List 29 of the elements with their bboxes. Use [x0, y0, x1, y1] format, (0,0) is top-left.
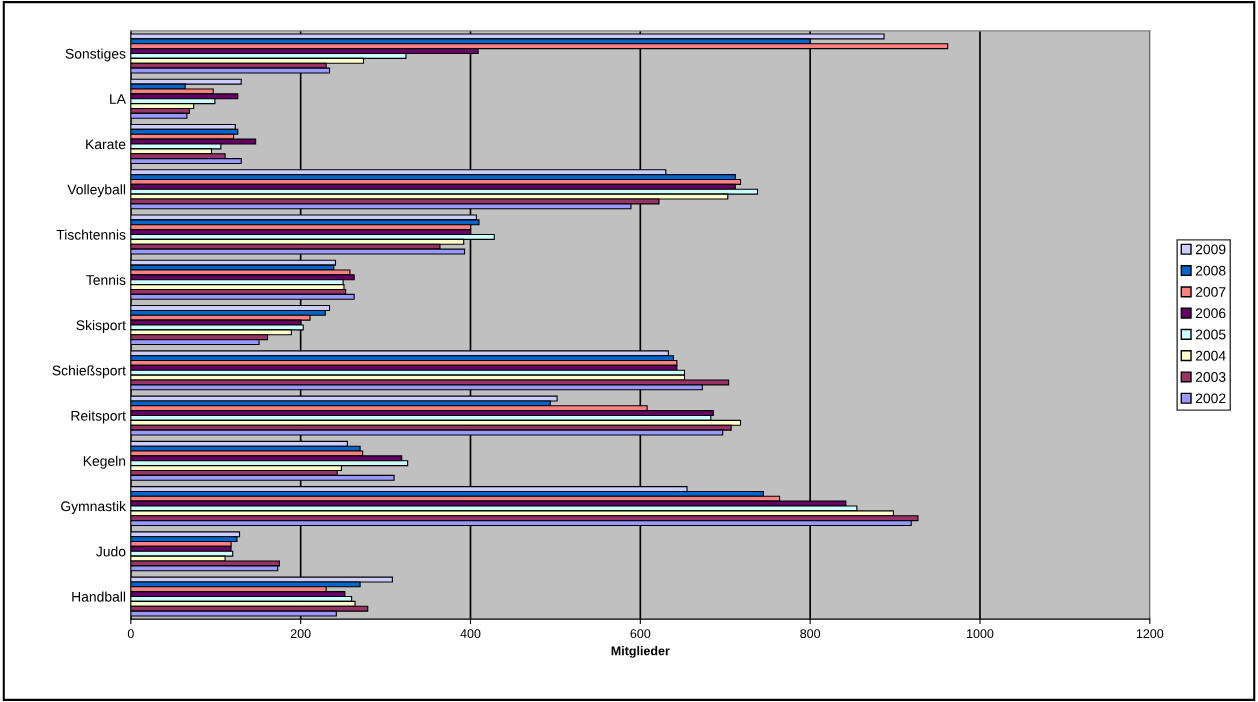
x-tick-label: 200: [290, 629, 311, 639]
y-tick-label: Karate: [86, 139, 126, 150]
y-tick-label: LA: [110, 94, 126, 104]
x-tick-label: 1200: [1136, 629, 1164, 639]
y-tick-label: Reitsport: [71, 410, 126, 424]
legend-label: 2007: [1195, 287, 1226, 297]
y-tick-label: Sonstiges: [65, 48, 126, 62]
y-tick-label: Judo: [96, 546, 126, 557]
x-tick-label: 1000: [967, 629, 994, 639]
y-tick-label: Kegeln: [83, 455, 126, 469]
x-tick-label: 0: [127, 629, 134, 639]
x-tick-label: 800: [800, 629, 821, 639]
y-tick-label: Tennis: [86, 274, 126, 285]
legend-label: 2006: [1195, 308, 1226, 319]
y-tick-label: Volleyball: [67, 184, 126, 198]
y-tick-label: Skisport: [76, 319, 126, 333]
y-tick-label: Tischtennis: [56, 229, 126, 240]
y-tick-label: Gymnastik: [61, 501, 126, 514]
x-axis-title: Mitglieder: [611, 646, 670, 658]
x-tick-label: 600: [630, 629, 651, 639]
legend-label: 2008: [1195, 265, 1226, 276]
x-tick-label: 400: [460, 629, 481, 639]
legend-label: 2005: [1195, 329, 1226, 340]
legend-label: 2009: [1195, 244, 1226, 255]
legend-label: 2003: [1195, 372, 1226, 382]
y-tick-label: Schießsport: [52, 365, 126, 379]
legend-label: 2002: [1195, 393, 1226, 404]
legend-label: 2004: [1195, 350, 1226, 361]
y-tick-label: Handball: [72, 591, 126, 602]
